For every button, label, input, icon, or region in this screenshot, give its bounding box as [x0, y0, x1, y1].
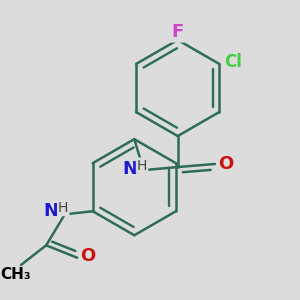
Text: O: O [80, 247, 96, 265]
Text: H: H [58, 201, 68, 215]
Text: O: O [218, 155, 233, 173]
Text: Cl: Cl [224, 53, 242, 71]
Text: F: F [172, 23, 184, 41]
Text: H: H [137, 158, 147, 172]
Text: CH₃: CH₃ [0, 267, 31, 282]
Text: N: N [43, 202, 58, 220]
Text: N: N [122, 160, 137, 178]
